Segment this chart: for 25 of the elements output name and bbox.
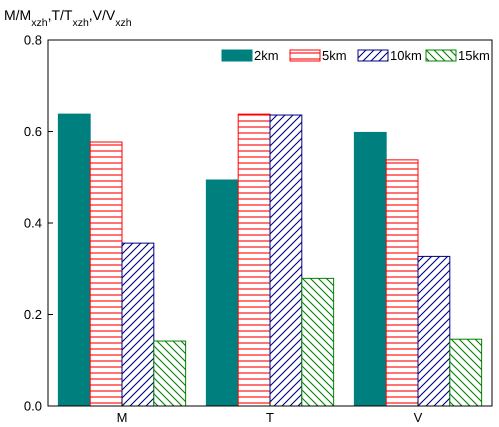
legend-label: 15km [458,48,490,63]
bar [238,114,270,406]
bar [418,256,450,406]
bar [270,114,302,406]
x-tick-label: M [116,410,128,425]
text: 0.0 [24,398,42,414]
bar [449,338,482,406]
y-tick-label: 0.6 [24,124,42,140]
x-tick-label: V [414,410,423,425]
legend-label: 10km [390,48,422,63]
y-tick-label: 0.2 [24,307,42,322]
x-tick-label: T [266,410,274,425]
y-axis-title: M/M$_{xzh}$,T/T$_{xzh}$,V/V$_{xzh}$ [4,7,132,29]
bar [301,278,334,406]
bar [122,242,154,406]
bar [206,179,239,406]
bar [153,340,186,406]
legend-label: 2km [254,48,279,63]
legend-label: 5km [322,48,347,63]
y-tick-label: 0.8 [24,32,42,48]
bar [386,159,418,406]
bar [354,132,387,406]
bar [90,142,122,406]
bar [58,114,91,406]
y-tick-label: 0.4 [24,216,42,231]
